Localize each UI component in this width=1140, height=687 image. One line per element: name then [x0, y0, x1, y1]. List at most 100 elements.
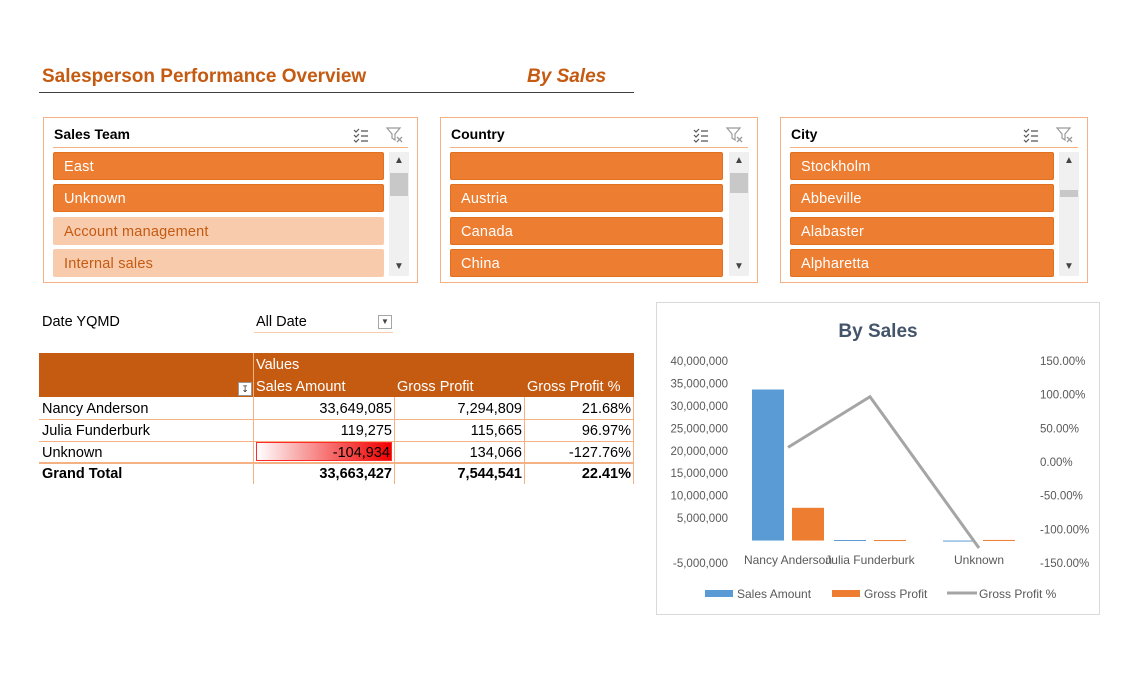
total-sales-amount[interactable]: 33,663,427 [319, 466, 392, 482]
grand-total-label[interactable]: Grand Total [42, 466, 123, 482]
column-header-sales-amount[interactable]: Sales Amount [256, 379, 346, 395]
col-divider [524, 397, 525, 484]
right-axis-tick-label: 150.00% [1040, 356, 1085, 368]
scroll-up-icon[interactable]: ▲ [394, 155, 404, 166]
right-axis-tick-label: -100.00% [1040, 524, 1089, 536]
row-divider [39, 419, 634, 420]
clear-filter-icon[interactable] [725, 126, 744, 144]
scroll-down-icon[interactable]: ▼ [734, 261, 744, 272]
left-axis-tick-label: 30,000,000 [670, 401, 728, 413]
scroll-down-icon[interactable]: ▼ [394, 261, 404, 272]
page-title: Salesperson Performance Overview [42, 66, 367, 87]
right-axis-tick-label: -150.00% [1040, 558, 1089, 570]
slicer-title: Sales Team [54, 126, 131, 142]
slicer-title: City [791, 126, 818, 142]
multi-select-icon[interactable] [352, 126, 370, 144]
row-label[interactable]: Nancy Anderson [42, 401, 149, 417]
category-label: Julia Funderburk [825, 553, 915, 567]
date-filter-value[interactable]: All Date [256, 314, 307, 330]
title-underline [39, 92, 634, 93]
slicer-header: Sales Team [53, 124, 408, 148]
cell-gross-profit-pct[interactable]: 96.97% [581, 423, 631, 439]
bar-sales-amount-2[interactable] [943, 540, 975, 542]
column-header-gross-profit-pct[interactable]: Gross Profit % [527, 379, 621, 395]
slicer-item-alabaster[interactable]: Alabaster [790, 217, 1054, 245]
bar-gross-profit-2[interactable] [983, 539, 1015, 541]
cell-sales-amount[interactable]: 119,275 [340, 423, 392, 439]
scroll-thumb[interactable] [390, 173, 408, 196]
column-header-gross-profit[interactable]: Gross Profit [397, 379, 474, 395]
cell-sales-amount[interactable]: -104,934 [332, 445, 390, 461]
scroll-up-icon[interactable]: ▲ [1064, 155, 1074, 166]
right-axis-tick-label: 100.00% [1040, 390, 1085, 402]
slicer-item-unknown[interactable]: Unknown [53, 184, 384, 212]
bar-gross-profit-1[interactable] [874, 540, 906, 542]
slicer-sales-team: Sales Team East Unknown Account manageme… [43, 117, 418, 283]
left-axis-tick-label: 25,000,000 [670, 423, 728, 435]
row-label[interactable]: Unknown [42, 445, 103, 461]
date-filter-label: Date YQMD [42, 314, 120, 330]
clear-filter-icon[interactable] [1055, 126, 1074, 144]
scroll-thumb[interactable] [1060, 190, 1078, 197]
multi-select-icon[interactable] [1022, 126, 1040, 144]
legend-swatch [705, 590, 733, 597]
date-filter-cell[interactable] [254, 311, 393, 333]
slicer-item-austria[interactable]: Austria [450, 184, 723, 212]
chart-container[interactable]: By Sales -5,000,000 5,000,000 10,000,000 15… [656, 302, 1100, 615]
negative-data-bar [256, 442, 392, 461]
slicer-header: Country [450, 124, 748, 148]
line-gross-profit-pct[interactable] [787, 394, 981, 549]
slicer-item-east[interactable]: East [53, 152, 384, 180]
left-axis-tick-label: 40,000,000 [670, 356, 728, 368]
slicer-item-abbeville[interactable]: Abbeville [790, 184, 1054, 212]
clear-filter-icon[interactable] [385, 126, 404, 144]
left-axis-tick-label: 10,000,000 [670, 491, 728, 503]
row-divider [39, 441, 634, 442]
scroll-down-icon[interactable]: ▼ [1064, 261, 1074, 272]
cell-gross-profit[interactable]: 115,665 [470, 423, 522, 439]
bar-sales-amount-1[interactable] [834, 540, 866, 542]
pivot-values-label: Values [256, 357, 300, 373]
cell-gross-profit-pct[interactable]: -127.76% [568, 445, 631, 461]
sort-filter-icon[interactable]: ↧ [238, 382, 252, 396]
pivot-header [39, 353, 634, 397]
legend-label[interactable]: Gross Profit [864, 587, 928, 601]
legend-label[interactable]: Gross Profit % [979, 587, 1057, 601]
left-axis-tick-label: 5,000,000 [677, 513, 728, 525]
cell-gross-profit[interactable]: 7,294,809 [457, 401, 522, 417]
scroll-thumb[interactable] [730, 173, 748, 193]
slicer-country: Country Austria Canada China ▲ ▼ [440, 117, 758, 283]
right-axis-tick-label: -50.00% [1040, 491, 1083, 503]
cell-gross-profit-pct[interactable]: 21.68% [581, 401, 631, 417]
dropdown-arrow-icon[interactable]: ▼ [378, 315, 392, 329]
total-divider [39, 462, 634, 464]
total-gross-profit[interactable]: 7,544,541 [457, 466, 522, 482]
chart-svg: By Sales -5,000,000 5,000,000 10,000,000 15… [670, 321, 1089, 601]
slicer-item-internal-sales[interactable]: Internal sales [53, 249, 384, 277]
slicer-item-canada[interactable]: Canada [450, 217, 723, 245]
cell-sales-amount[interactable]: 33,649,085 [319, 401, 392, 417]
row-label[interactable]: Julia Funderburk [42, 423, 150, 439]
slicer-scrollbar[interactable]: ▲ ▼ [1059, 152, 1079, 276]
slicer-item-stockholm[interactable]: Stockholm [790, 152, 1054, 180]
bar-sales-amount-0[interactable] [752, 389, 784, 541]
total-gross-profit-pct[interactable]: 22.41% [581, 466, 631, 482]
cell-gross-profit[interactable]: 134,066 [469, 445, 522, 461]
scroll-up-icon[interactable]: ▲ [734, 155, 744, 166]
slicer-item-account-management[interactable]: Account management [53, 217, 384, 245]
slicer-item-blank[interactable] [450, 152, 723, 180]
legend-label[interactable]: Sales Amount [737, 587, 812, 601]
multi-select-icon[interactable] [692, 126, 710, 144]
legend-swatch [832, 590, 860, 597]
bar-gross-profit-0[interactable] [792, 507, 824, 541]
left-axis-tick-label: -5,000,000 [673, 558, 728, 570]
slicer-scrollbar[interactable]: ▲ ▼ [389, 152, 409, 276]
left-axis-tick-label: 35,000,000 [670, 378, 728, 390]
page-subtitle: By Sales [527, 66, 607, 87]
right-axis-tick-label: 50.00% [1040, 423, 1079, 435]
left-axis-tick-label: 20,000,000 [670, 446, 728, 458]
slicer-item-alpharetta[interactable]: Alpharetta [790, 249, 1054, 277]
right-axis-tick-label: 0.00% [1040, 457, 1073, 469]
slicer-item-china[interactable]: China [450, 249, 723, 277]
slicer-scrollbar[interactable]: ▲ ▼ [729, 152, 749, 276]
